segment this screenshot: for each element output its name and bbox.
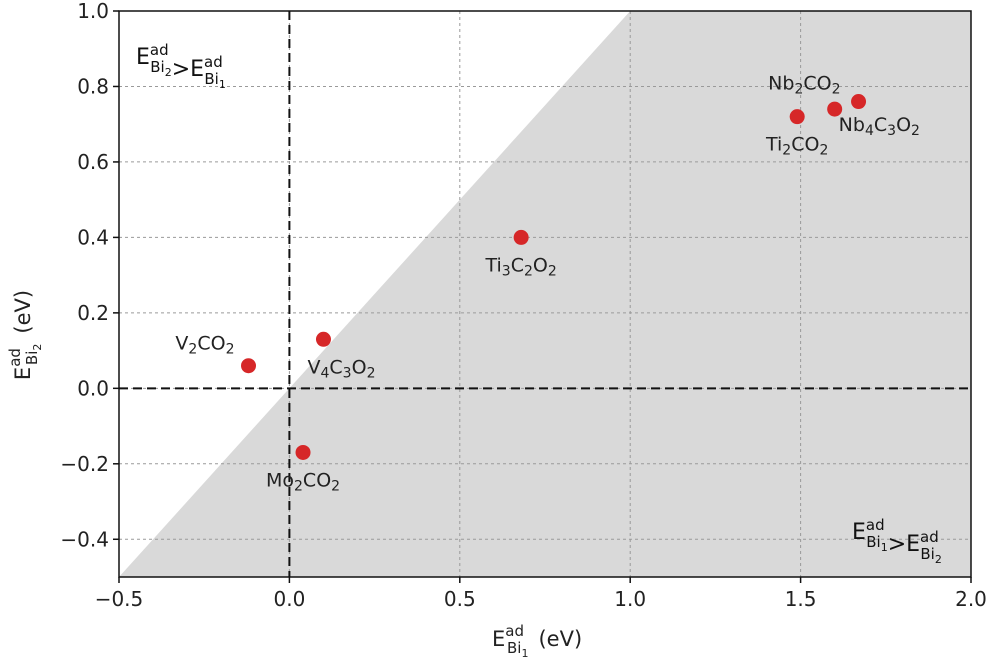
data-points — [241, 94, 867, 460]
region-label-upper-left-text: Ead Bi2>Ead Bi1 — [136, 41, 226, 91]
region-label-upper-left: Ead Bi2>Ead Bi1 — [136, 41, 226, 91]
data-point — [827, 101, 843, 117]
y-tick-label: 0.6 — [77, 150, 109, 174]
data-point — [513, 229, 529, 245]
data-point — [789, 109, 805, 125]
y-axis-label: EadBi2(eV) — [6, 290, 44, 380]
y-tick-label: −0.2 — [60, 452, 109, 476]
y-axis-label-text: EadBi2(eV) — [6, 290, 44, 380]
x-axis-label: Ead Bi1(eV) — [492, 622, 582, 659]
shaded-region — [119, 11, 971, 577]
region-label-lower-right: Ead Bi1>Ead Bi2 — [852, 516, 942, 566]
x-tick-label: 0.0 — [273, 587, 305, 611]
y-tick-label: 1.0 — [77, 0, 109, 23]
x-tick-label: 1.0 — [614, 587, 646, 611]
plot-area — [118, 10, 972, 578]
x-tick-label: 2.0 — [955, 587, 987, 611]
y-tick-label: 0.2 — [77, 301, 109, 325]
point-label: Mo2CO2 — [266, 469, 340, 494]
y-tick-label: 0.0 — [77, 376, 109, 400]
point-label: Nb2CO2 — [768, 73, 840, 98]
x-tick-label: −0.5 — [95, 587, 144, 611]
axis-labels: Ead Bi2>Ead Bi1 Ead Bi1>Ead Bi2 Ead Bi1(eV) EadB… — [6, 41, 942, 659]
point-label: Ti3C2O2 — [484, 254, 556, 279]
x-tick-label: 0.5 — [444, 587, 476, 611]
y-tick-label: −0.4 — [60, 527, 109, 551]
point-label: V4C3O2 — [307, 356, 375, 381]
data-point — [315, 331, 331, 347]
y-tick-label: 0.4 — [77, 225, 109, 249]
point-label: Nb4C3O2 — [839, 114, 920, 139]
data-point — [241, 358, 257, 374]
point-label: Ti2CO2 — [765, 134, 828, 159]
axis-ticks: −0.5 0.0 0.5 1.0 1.5 2.0 −0.4 −0.2 0.0 0.2 0.4 0.6 0… — [60, 0, 986, 611]
plot-frame — [118, 10, 972, 578]
region-label-lower-right-text: Ead Bi1>Ead Bi2 — [852, 516, 942, 566]
y-tick-label: 0.8 — [77, 74, 109, 98]
data-point — [851, 94, 867, 110]
data-point — [295, 444, 311, 460]
point-labels: V2CO2 V4C3O2 Mo2CO2 Ti3C2O2 Ti2CO2 Nb4C3O2 Nb2… — [175, 73, 920, 495]
point-label: V2CO2 — [175, 333, 234, 358]
x-tick-label: 1.5 — [785, 587, 817, 611]
